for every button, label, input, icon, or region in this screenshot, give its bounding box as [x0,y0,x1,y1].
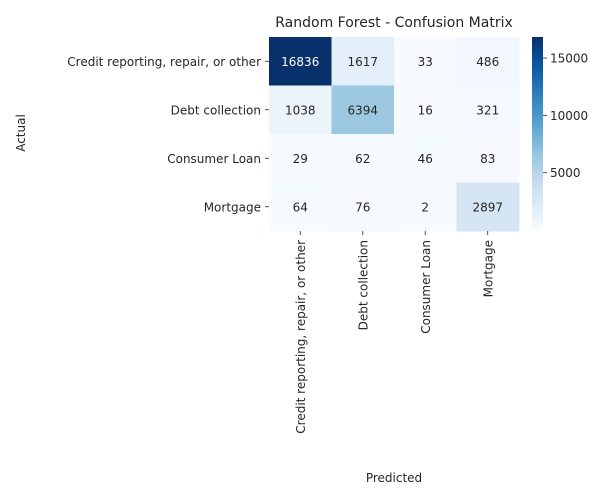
cell-value-label: 2897 [472,200,503,214]
x-tick-label: Credit reporting, repair, or other [294,240,308,434]
cell-value-label: 6394 [347,103,378,117]
cell-value-label: 16 [418,103,433,117]
colorbar-tick-label: 10000 [550,109,588,123]
cell-value-label: 2 [421,200,429,214]
heatmap-cell [456,85,520,135]
heatmap-cell [269,134,332,183]
heatmap-cell [331,37,395,86]
cell-value-label: 29 [293,152,308,166]
x-axis-tick-labels: Credit reporting, repair, or other Debt c… [294,231,495,434]
colorbar-tick-label: 5000 [550,166,581,180]
y-tick-label: Mortgage [204,200,261,214]
cell-value-label: 1617 [347,55,378,69]
heatmap-cell [331,182,395,232]
colorbar-tick-label: 15000 [550,52,588,66]
chart-title: Random Forest - Confusion Matrix [275,15,513,31]
heatmap-cell [331,85,395,135]
cell-value-label: 64 [293,200,308,214]
heatmap-cell [269,85,332,135]
heatmap-cell [269,182,332,232]
cell-value-label: 321 [476,103,499,117]
cell-value-label: 16836 [281,55,319,69]
y-tick-label: Consumer Loan [167,152,261,166]
x-tick-label: Debt collection [356,240,370,330]
heatmap-cell [394,134,457,183]
heatmap-cell [456,182,520,232]
cell-value-label: 486 [476,55,499,69]
cell-value-labels: 16836 1617 33 486 1038 6394 16 321 29 62 46 83 64 76 2… [281,55,503,215]
cell-value-label: 33 [418,55,433,69]
cell-value-label: 76 [355,200,370,214]
x-tick-label: Mortgage [481,240,495,297]
heatmap-cell [394,37,457,86]
colorbar [532,37,543,230]
heatmap-cell [269,37,332,86]
cell-value-label: 83 [480,152,495,166]
heatmap-cell [456,37,520,86]
y-tick-label: Credit reporting, repair, or other [67,55,261,69]
y-axis-label: Actual [14,114,28,152]
heatmap-cell [394,182,457,232]
x-axis-label: Predicted [366,471,422,485]
heatmap-cell [331,134,395,183]
heatmap-cell [394,85,457,135]
cell-value-label: 62 [355,152,370,166]
y-tick-label: Debt collection [171,103,261,117]
heatmap-cells [269,37,520,232]
x-tick-label: Consumer Loan [419,240,433,334]
cell-value-label: 1038 [285,103,316,117]
heatmap-cell [456,134,520,183]
cell-value-label: 46 [418,152,433,166]
colorbar-tick-labels: 5000 10000 15000 [543,52,588,180]
y-axis-tick-labels: Credit reporting, repair, or other Debt c… [67,55,269,214]
